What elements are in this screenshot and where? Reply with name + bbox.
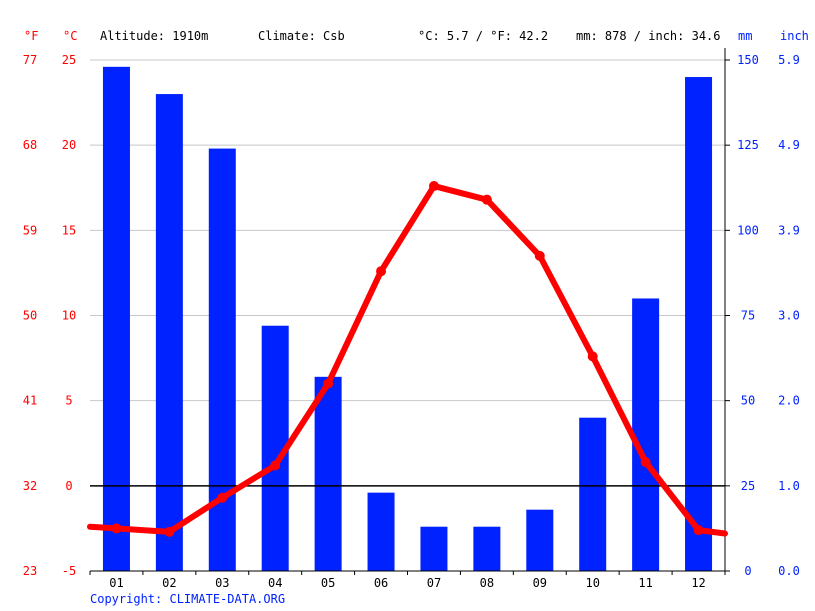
precipitation-bar [314,376,342,571]
mm-tick-label: 50 [741,394,755,408]
inch-unit-label: inch [780,29,809,43]
mm-tick-label: 0 [744,564,751,578]
temperature-point [217,492,228,503]
fahrenheit-tick-label: 41 [23,394,37,408]
month-tick-label: 04 [268,576,282,590]
mm-unit-label: mm [738,29,752,43]
temperature-series-line [87,183,728,537]
month-tick-label: 02 [162,576,176,590]
temperature-point [323,378,334,389]
temperature-point [481,194,492,205]
temperature-point [428,181,439,192]
temperature-point [587,351,598,362]
precipitation-bars [102,66,713,572]
celsius-unit-label: °C [63,29,77,43]
month-tick-label: 09 [533,576,547,590]
inch-tick-label: 5.9 [778,53,800,67]
fahrenheit-unit-label: °F [24,29,38,43]
temperature-point [164,526,175,537]
precipitation-bar [367,492,395,571]
inch-tick-label: 3.0 [778,309,800,323]
celsius-tick-label: 10 [62,309,76,323]
precipitation-bar [473,526,501,571]
fahrenheit-tick-label: 32 [23,479,37,493]
celsius-tick-label: -5 [62,564,76,578]
celsius-tick-label: 0 [65,479,72,493]
climate-label: Climate: Csb [258,29,345,43]
altitude-label: Altitude: 1910m [100,29,208,43]
temperature-point [270,460,281,471]
celsius-tick-label: 15 [62,223,76,237]
fahrenheit-tick-label: 50 [23,309,37,323]
mm-tick-label: 25 [741,479,755,493]
inch-tick-label: 1.0 [778,479,800,493]
inch-tick-label: 2.0 [778,394,800,408]
celsius-tick-label: 5 [65,394,72,408]
copyright-link[interactable]: Copyright: CLIMATE-DATA.ORG [90,592,285,606]
fahrenheit-tick-label: 77 [23,53,37,67]
temperature-point [640,456,651,467]
inch-tick-label: 0.0 [778,564,800,578]
precipitation-bar [155,94,183,572]
inch-tick-label: 3.9 [778,223,800,237]
precipitation-bar [685,77,713,572]
month-tick-label: 11 [638,576,652,590]
fahrenheit-tick-label: 68 [23,138,37,152]
mm-tick-label: 100 [737,223,759,237]
precipitation-bar [632,298,660,571]
precipitation-total-label: mm: 878 / inch: 34.6 [576,29,721,43]
precipitation-bar [208,148,236,571]
month-tick-label: 06 [374,576,388,590]
precipitation-bar [579,417,607,571]
fahrenheit-tick-label: 59 [23,223,37,237]
month-tick-label: 10 [585,576,599,590]
mm-tick-label: 75 [741,309,755,323]
month-tick-label: 07 [427,576,441,590]
precipitation-bar [420,526,448,571]
month-tick-label: 03 [215,576,229,590]
month-tick-label: 01 [109,576,123,590]
celsius-tick-label: 25 [62,53,76,67]
temperature-point [376,266,387,277]
month-tick-label: 05 [321,576,335,590]
tick-labels: 77 25 150 5.968 20 125 4.959 15 100 3.950 10 75 3.04… [23,53,800,590]
temperature-line [87,181,728,537]
temperature-point [693,525,704,536]
precipitation-bar [102,66,130,572]
month-tick-label: 12 [691,576,705,590]
celsius-tick-label: 20 [62,138,76,152]
temperature-point [111,523,122,534]
temperature-average-label: °C: 5.7 / °F: 42.2 [418,29,548,43]
temperature-point [534,250,545,261]
mm-tick-label: 125 [737,138,759,152]
axes [89,48,730,575]
precipitation-bar [526,509,554,571]
mm-tick-label: 150 [737,53,759,67]
month-tick-label: 08 [480,576,494,590]
fahrenheit-tick-label: 23 [23,564,37,578]
inch-tick-label: 4.9 [778,138,800,152]
